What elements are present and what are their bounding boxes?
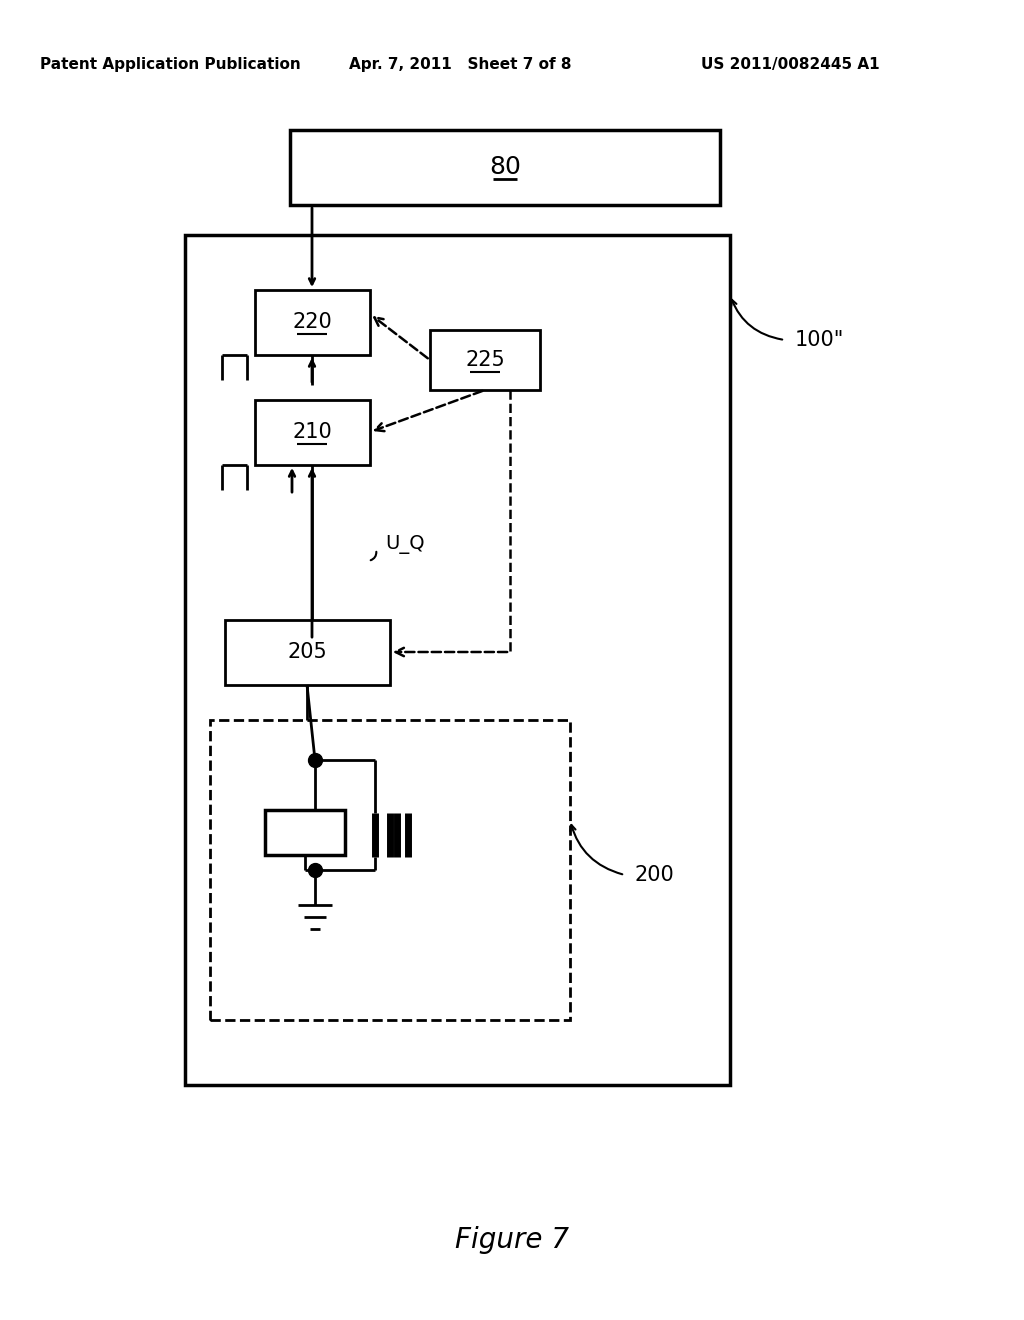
- Bar: [210, 719, 570, 1020]
- Bar: [290, 129, 720, 205]
- Text: 210: 210: [292, 422, 332, 442]
- Bar: [255, 290, 370, 355]
- Text: Patent Application Publication: Patent Application Publication: [40, 58, 300, 73]
- Text: US 2011/0082445 A1: US 2011/0082445 A1: [700, 58, 880, 73]
- Bar: [265, 810, 345, 855]
- Text: 225: 225: [465, 350, 505, 370]
- Bar: [430, 330, 540, 389]
- Text: Figure 7: Figure 7: [455, 1226, 569, 1254]
- Text: 220: 220: [292, 312, 332, 333]
- Text: U_Q: U_Q: [385, 536, 425, 554]
- Bar: [225, 620, 390, 685]
- Text: 100": 100": [795, 330, 845, 350]
- Bar: [185, 235, 730, 1085]
- Bar: [255, 400, 370, 465]
- Text: 205: 205: [287, 642, 327, 663]
- Text: 200: 200: [635, 865, 675, 884]
- Text: Apr. 7, 2011   Sheet 7 of 8: Apr. 7, 2011 Sheet 7 of 8: [349, 58, 571, 73]
- Text: 80: 80: [489, 154, 521, 180]
